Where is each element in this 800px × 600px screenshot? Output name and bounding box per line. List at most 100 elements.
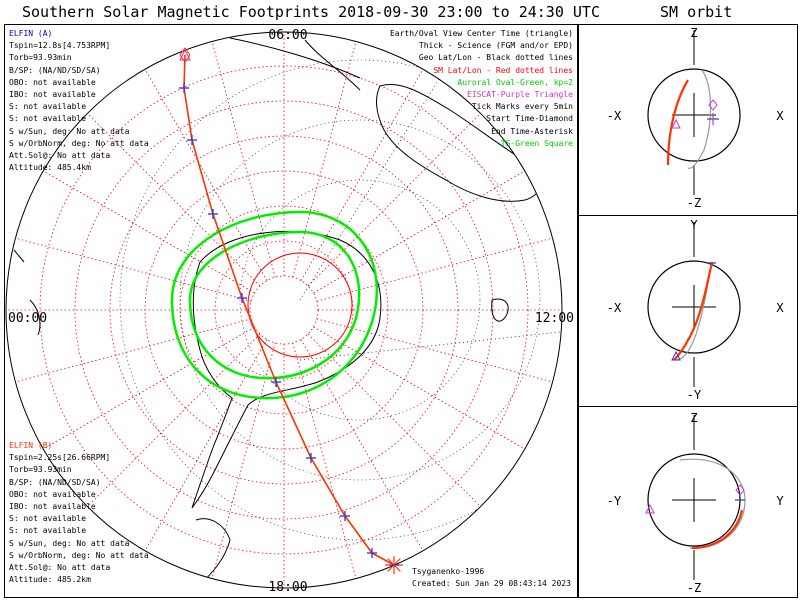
legend-entry: Tick Marks every 5min (471, 102, 573, 112)
mlt-meridian (144, 339, 268, 551)
start-time-diamond (179, 47, 191, 63)
view-triangle (671, 350, 681, 361)
elfin-a-info-line: S w/Sun, deg: No att data (9, 126, 130, 136)
geo-latitude-line (239, 179, 481, 421)
legend-entry: TS-Green Square (500, 138, 573, 148)
elfin-b-info-line: Torb=93.93min (9, 465, 72, 475)
start-marker (735, 484, 745, 496)
elfin-b-info-line: OBO: not available (9, 489, 96, 499)
legend-entry: Auroral Oval-Green, kp=2 (457, 77, 573, 87)
mlt-label-right: 12:00 (535, 311, 574, 326)
sm-orbit-frame (578, 24, 798, 598)
mlt-meridian (292, 342, 357, 579)
plot-title: Southern Solar Magnetic Footprints 2018-… (22, 3, 600, 21)
axis-label-right: X (776, 301, 784, 315)
legend-entry: Thick - Science (FGM and/or EPD) (418, 41, 573, 51)
sm-orbit-panel: Z -Z -X X (607, 26, 785, 210)
elfin-b-info-line: S: not available (9, 526, 87, 536)
mlt-meridian (144, 69, 268, 281)
mlt-meridian (211, 342, 276, 579)
mlt-meridian (211, 41, 276, 278)
antarctica-coast (191, 230, 382, 509)
elfin-a-label: ELFIN (A) (9, 29, 53, 38)
geo-latitude-line (119, 59, 562, 541)
elfin-a-info-line: IBO: not available (9, 89, 96, 99)
view-center-triangle (179, 48, 191, 61)
elfin-b-info-line: Altitude: 485.2km (9, 575, 91, 585)
mlt-meridian (292, 41, 357, 278)
sm-latitude-ring (249, 275, 319, 345)
axis-label-bottom: -Z (687, 581, 701, 595)
earth-outline (647, 68, 741, 162)
mlt-label-top: 06:00 (268, 28, 307, 43)
axis-label-right: X (776, 109, 784, 123)
sm-latitude-ring (39, 65, 529, 555)
sm-latitude-ring (214, 240, 354, 380)
australia-coast (376, 84, 544, 202)
globe-group (6, 32, 562, 588)
auroral-oval-inner (188, 230, 361, 380)
mlt-meridian (15, 318, 252, 383)
legend-entry: Geo Lat/Lon - Black dotted lines (418, 53, 573, 63)
auroral-oval-outer (170, 210, 378, 400)
legend-entry: End Time-Asterisk (491, 126, 573, 136)
view-triangle (671, 118, 681, 129)
mlt-meridian (87, 333, 261, 507)
mlt-meridian (300, 69, 424, 281)
globe-outline (5, 31, 563, 589)
sm-orbit-panel: Z -Z -Y Y (607, 411, 785, 595)
axis-label-top: Z (690, 26, 697, 40)
mlt-meridian (15, 237, 252, 302)
elfin-b-info-line: Att.Sol@: No att data (9, 562, 111, 572)
orbit-path (687, 69, 712, 169)
legend-entry: Start Time-Diamond (486, 114, 573, 124)
start-marker (708, 99, 718, 111)
legend-entry: EISCAT-Purple Triangle (467, 89, 573, 99)
mlt-meridian (316, 237, 553, 302)
elfin-a-info-line: S: not available (9, 102, 87, 112)
mlt-meridian (313, 326, 525, 450)
elfin-a-info-line: Altitude: 485.4km (9, 163, 91, 173)
legend-entry: SM Lat/Lon - Red dotted lines (433, 65, 573, 75)
mlt-meridian (316, 318, 553, 383)
elfin-b-info-line: B/SP: (NA/ND/SD/SA) (9, 477, 101, 487)
elfin-b-info-line: S w/OrbNorm, deg: No att data (9, 550, 149, 560)
orbit-track (666, 79, 689, 166)
elfin-a-info-line: Att.Sol@: No att data (9, 150, 111, 160)
sm-latitude-ring (74, 100, 494, 520)
orbit-track (673, 261, 714, 361)
africa-coast (13, 249, 41, 336)
elfin-a-info-line: S w/OrbNorm, deg: No att data (9, 138, 149, 148)
mlt-meridian (307, 113, 481, 287)
south-america-coast (195, 518, 231, 586)
island-coast (229, 37, 361, 91)
axis-label-top: Z (690, 411, 697, 425)
mlt-label-left: 00:00 (8, 311, 47, 326)
sm-orbit-title: SM orbit (660, 3, 733, 21)
mlt-meridian (87, 113, 261, 287)
sm-panel-divider (578, 406, 798, 407)
mlt-meridian (43, 170, 255, 294)
elfin-b-label: ELFIN (B) (9, 441, 53, 450)
sm-latitude-ring (179, 205, 389, 415)
elfin-a-info-line: S: not available (9, 114, 87, 124)
elfin-b-info-line: Tspin=2.25s[26.66RPM] (9, 453, 111, 463)
axis-label-left: -X (607, 301, 622, 315)
elfin-b-info-line: S: not available (9, 514, 87, 524)
view-triangle (645, 503, 655, 514)
orbit-path (679, 458, 746, 549)
elfin-footprint-track (183, 54, 395, 566)
legend-entry: Earth/Oval View Center Time (triangle) (389, 29, 573, 38)
axis-label-bottom: -Z (687, 196, 701, 210)
axis-label-bottom: -Y (687, 388, 702, 402)
elfin-a-info-line: Tspin=12.8s[4.753RPM] (9, 41, 111, 51)
elfin-b-info: ELFIN (B) Tspin=2.25s[26.66RPM] Torb=93.93… (9, 440, 149, 586)
elfin-a-info-line: Torb=93.93min (9, 53, 72, 63)
mlt-meridian (307, 333, 481, 507)
mlt-meridian (300, 339, 424, 551)
sm-panel-divider (578, 215, 798, 216)
elfin-a-info: ELFIN (A) Tspin=12.8s[4.753RPM] Torb=93.93… (9, 28, 149, 174)
earth-outline (647, 260, 741, 354)
axis-label-right: Y (776, 494, 784, 508)
